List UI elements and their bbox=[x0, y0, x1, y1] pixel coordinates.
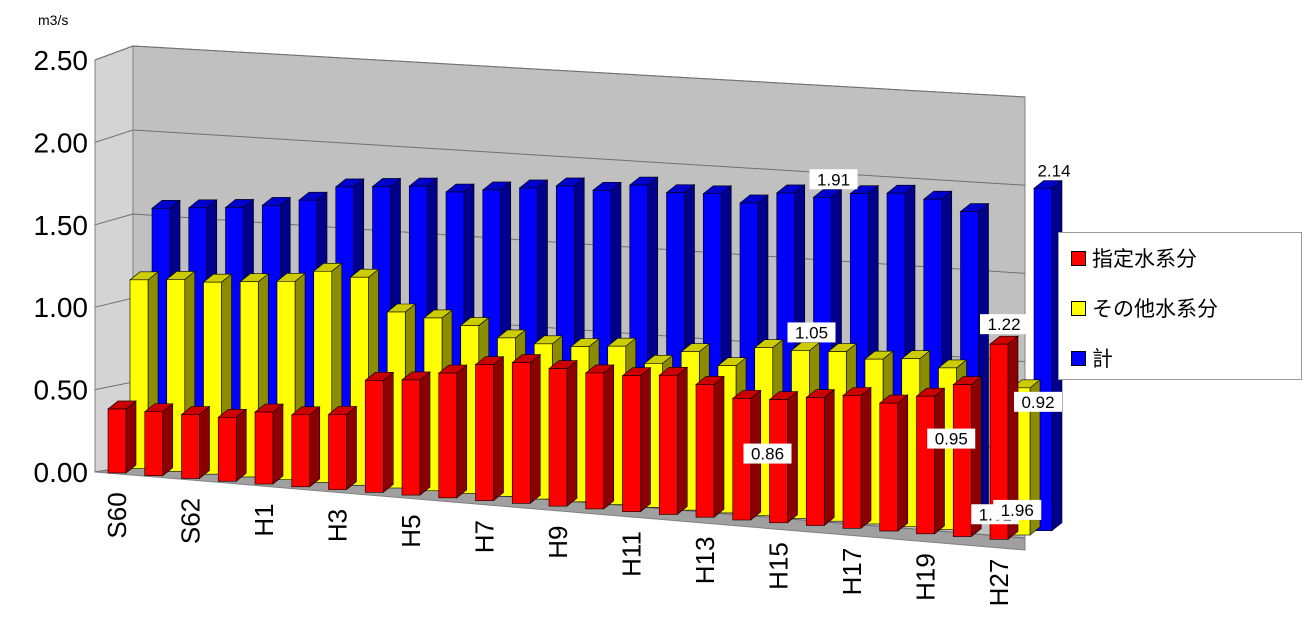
bar-designated bbox=[658, 374, 678, 515]
bar-designated bbox=[438, 372, 458, 499]
bar-designated bbox=[842, 395, 862, 529]
data-label: 0.95 bbox=[935, 430, 968, 449]
x-tick-label: S62 bbox=[176, 498, 206, 544]
bar-designated bbox=[181, 414, 200, 479]
bar-designated-side bbox=[419, 371, 431, 496]
x-tick-label: S60 bbox=[102, 492, 132, 538]
y-tick-label: 0.00 bbox=[34, 457, 89, 488]
bar-designated-side bbox=[235, 408, 247, 482]
bar-designated-side bbox=[823, 388, 835, 527]
data-label: 2.14 bbox=[1037, 161, 1070, 180]
bar-designated bbox=[548, 368, 568, 507]
bar-designated bbox=[291, 414, 311, 488]
bar-designated bbox=[511, 362, 531, 504]
legend-label-total: 計 bbox=[1092, 347, 1113, 371]
bar-designated-side bbox=[199, 405, 210, 480]
bar-designated bbox=[622, 375, 641, 513]
bar-designated bbox=[144, 411, 164, 477]
legend: 指定水系分 その他水系分 計 bbox=[1058, 232, 1302, 380]
x-tick-label: H19 bbox=[911, 553, 941, 601]
y-axis-unit-label: m3/s bbox=[38, 12, 69, 28]
bar-designated bbox=[475, 364, 494, 501]
x-tick-label: H9 bbox=[543, 526, 573, 559]
data-label-bg bbox=[809, 169, 858, 190]
bar-designated-side bbox=[125, 400, 137, 474]
bar-designated-side bbox=[934, 387, 945, 535]
bar-designated-side bbox=[529, 353, 541, 505]
data-label: 1.91 bbox=[817, 170, 850, 189]
legend-swatch-red bbox=[1071, 250, 1086, 266]
x-tick-label: H17 bbox=[837, 548, 867, 596]
data-label-bg bbox=[1014, 391, 1062, 412]
bar-designated-side bbox=[162, 403, 174, 477]
bar-designated-side bbox=[566, 359, 578, 507]
y-gridline-side bbox=[94, 381, 134, 391]
bar-designated bbox=[695, 384, 715, 518]
y-tick-label: 2.00 bbox=[34, 127, 89, 158]
data-label: 0.92 bbox=[1021, 393, 1054, 412]
legend-item-designated: 指定水系分 bbox=[1071, 243, 1197, 273]
bar-designated bbox=[916, 395, 935, 535]
bar-designated bbox=[952, 384, 972, 537]
bar-designated bbox=[254, 411, 274, 485]
bar-designated-side bbox=[676, 366, 688, 516]
bar-designated-side bbox=[309, 406, 321, 488]
data-label: 1.22 bbox=[987, 315, 1020, 334]
y-tick-label: 1.50 bbox=[34, 210, 89, 241]
legend-label-designated: 指定水系分 bbox=[1092, 247, 1197, 271]
legend-swatch-blue bbox=[1071, 350, 1086, 366]
bar-designated-side bbox=[493, 356, 504, 502]
data-label-bg bbox=[743, 443, 792, 464]
y-tick-label: 2.50 bbox=[34, 45, 89, 76]
legend-swatch-yellow bbox=[1071, 300, 1086, 316]
bar-designated-side bbox=[897, 394, 909, 532]
y-gridline-side bbox=[94, 213, 134, 226]
x-tick-label: H27 bbox=[984, 559, 1014, 607]
bar-designated bbox=[989, 343, 1009, 540]
bar-designated bbox=[107, 408, 127, 474]
bar-designated bbox=[585, 372, 605, 510]
data-label-bg bbox=[927, 428, 976, 449]
data-label-bg bbox=[980, 314, 1028, 335]
bar-designated bbox=[401, 379, 421, 496]
bar-designated bbox=[217, 416, 237, 482]
y-gridline-side bbox=[94, 45, 134, 61]
bar-designated bbox=[328, 414, 347, 490]
legend-item-total: 計 bbox=[1071, 343, 1113, 373]
y-gridline bbox=[132, 45, 1026, 98]
bar-designated-side bbox=[860, 386, 872, 529]
data-label-bg bbox=[787, 322, 836, 343]
x-tick-label: H1 bbox=[249, 503, 279, 536]
bar-designated-side bbox=[382, 371, 394, 493]
x-tick-label: H13 bbox=[690, 537, 720, 585]
data-label-bg bbox=[993, 499, 1042, 520]
data-label-bg bbox=[1030, 160, 1078, 181]
data-label: 0.86 bbox=[751, 445, 784, 464]
legend-label-other: その他水系分 bbox=[1092, 297, 1218, 321]
bar-designated-side bbox=[603, 364, 615, 510]
legend-item-other: その他水系分 bbox=[1071, 293, 1218, 323]
y-gridline-side bbox=[94, 129, 134, 143]
data-label: 1.96 bbox=[1001, 501, 1034, 520]
bar-designated-side bbox=[272, 403, 284, 485]
x-tick-label: H11 bbox=[617, 531, 647, 577]
x-tick-label: H7 bbox=[470, 520, 500, 553]
bar-designated bbox=[805, 397, 825, 526]
bar-designated-side bbox=[346, 405, 357, 491]
y-tick-label: 1.00 bbox=[34, 292, 89, 323]
bar-designated-side bbox=[640, 367, 651, 513]
bar-designated-side bbox=[713, 375, 725, 518]
bar-designated bbox=[364, 380, 384, 493]
y-tick-label: 0.50 bbox=[34, 375, 89, 406]
y-gridline bbox=[132, 129, 1026, 186]
data-label: 1.05 bbox=[795, 323, 828, 342]
x-tick-label: H15 bbox=[764, 542, 794, 590]
bar-designated bbox=[879, 402, 899, 532]
x-tick-label: H5 bbox=[396, 514, 426, 547]
x-tick-label: H3 bbox=[323, 509, 353, 542]
bar-designated-side bbox=[456, 364, 468, 499]
y-gridline-side bbox=[94, 297, 134, 308]
